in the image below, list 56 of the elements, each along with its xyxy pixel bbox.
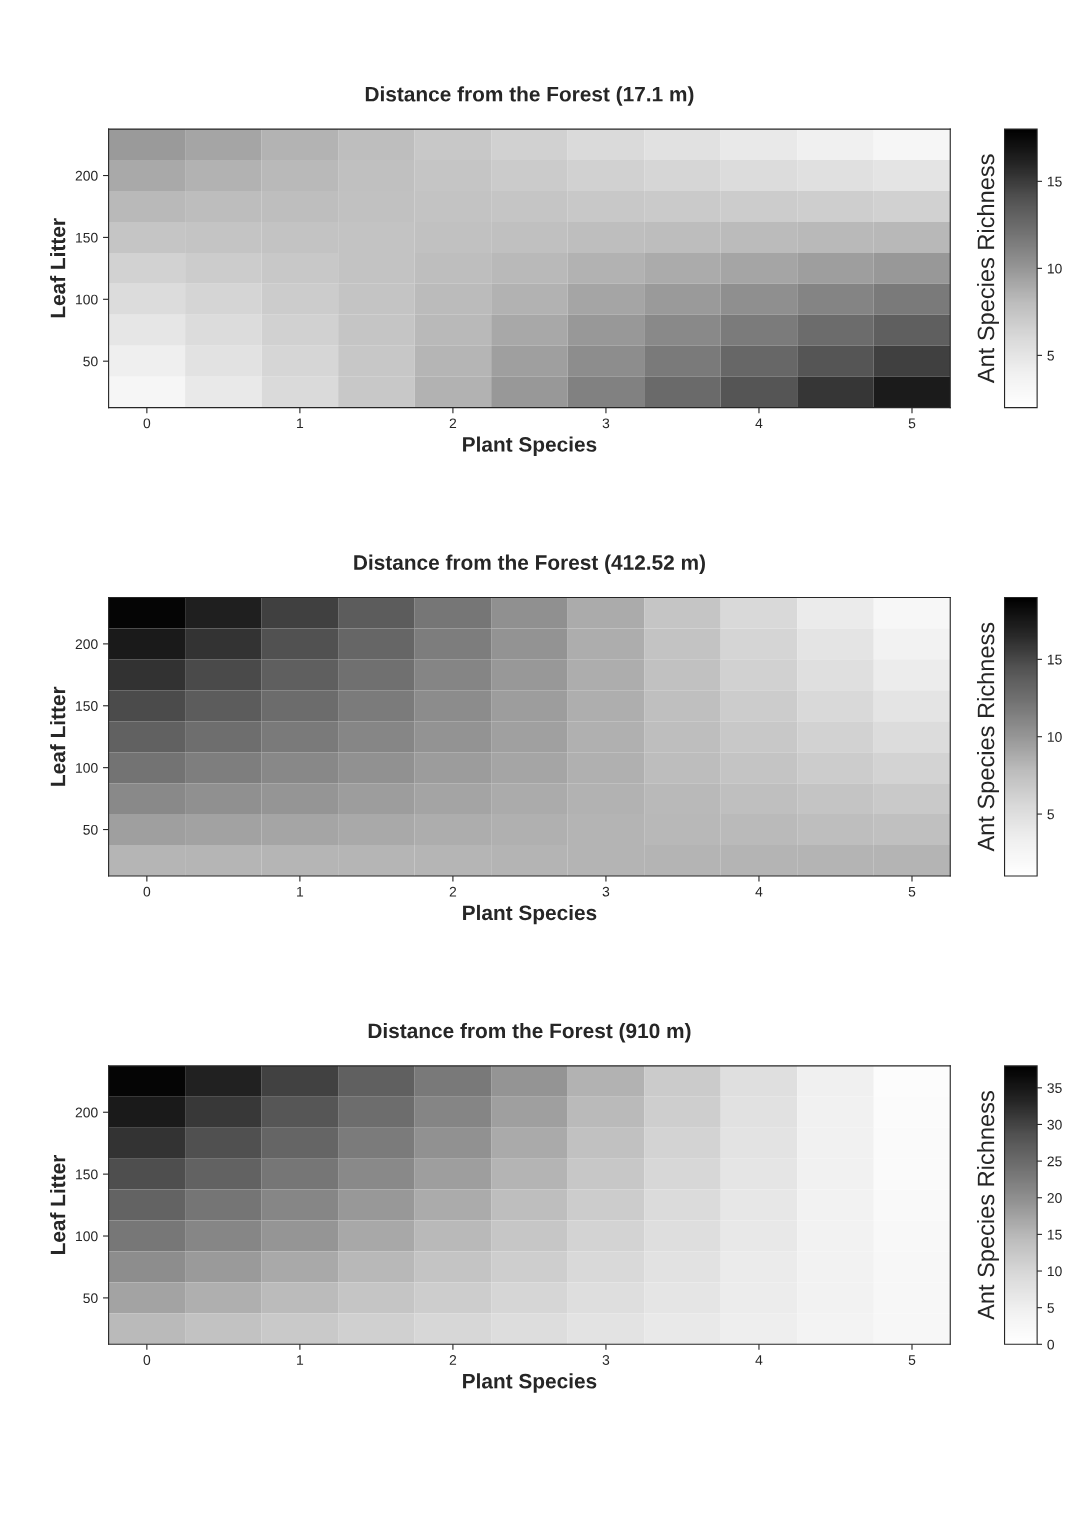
x-tick-label: 3 [602,1355,610,1365]
color-bar-label: 25 [1047,1156,1062,1167]
y-tick-label: 100 [76,294,98,305]
x-axis-title: Plant Species [463,904,597,925]
y-tick-label: 150 [76,701,98,711]
y-tick-label: 50 [83,1293,98,1304]
y-tick-label: 150 [76,1169,98,1180]
color-bar-title: Ant Species Richness [976,622,999,852]
color-bar-label: 5 [1047,1303,1054,1313]
y-tick-label: 150 [76,232,98,243]
y-tick-label: 200 [75,639,98,650]
x-tick-label: 2 [449,886,457,897]
y-tick-label: 200 [75,170,98,181]
color-bar-label: 15 [1047,176,1062,187]
y-axis-title: Leaf Litter [50,218,66,318]
y-axis-title: Leaf Litter [50,686,66,786]
y-tick-label: 50 [83,824,98,835]
x-tick-label: 1 [297,886,304,897]
y-tick-label: 50 [83,356,98,367]
x-tick-label: 0 [143,418,151,429]
x-tick-label: 4 [755,418,763,429]
x-tick-label: 2 [449,1355,457,1365]
x-tick-label: 5 [908,1355,916,1365]
color-bar-label: 5 [1047,809,1054,820]
color-bar-title: Ant Species Richness [976,1091,999,1320]
x-tick-label: 1 [297,418,304,429]
y-axis-title: Leaf Litter [50,1155,66,1255]
chart-title: Distance from the Forest (17.1 m) [365,86,694,106]
x-tick-label: 2 [449,418,457,429]
x-tick-label: 4 [755,886,763,897]
x-tick-label: 3 [602,886,610,897]
color-bar-label: 15 [1047,1229,1062,1240]
x-tick-label: 5 [908,418,916,429]
color-bar-label: 5 [1047,350,1054,361]
y-tick-label: 100 [76,1231,98,1242]
y-tick-label: 100 [76,762,98,773]
chart-title: Distance from the Forest (910 m) [368,1022,691,1043]
y-tick-label: 200 [75,1107,98,1118]
color-bar-label: 0 [1047,1339,1055,1350]
x-tick-label: 4 [755,1355,763,1365]
color-bar-label: 20 [1047,1193,1062,1203]
color-bar-label: 15 [1047,654,1062,665]
x-axis-title: Plant Species [463,436,597,456]
color-bar-label: 35 [1047,1083,1062,1093]
x-axis-title: Plant Species [463,1373,597,1393]
x-tick-label: 0 [143,886,151,897]
color-bar-label: 10 [1047,1266,1062,1277]
color-bar-label: 30 [1047,1119,1062,1130]
x-tick-label: 1 [297,1355,304,1365]
color-bar-label: 10 [1047,732,1062,742]
x-tick-label: 5 [908,886,916,897]
color-bar-label: 10 [1047,263,1062,274]
x-tick-label: 3 [602,418,610,429]
x-tick-label: 0 [143,1355,151,1365]
chart-title: Distance from the Forest (412.52 m) [354,554,705,575]
color-bar-title: Ant Species Richness [976,154,999,384]
